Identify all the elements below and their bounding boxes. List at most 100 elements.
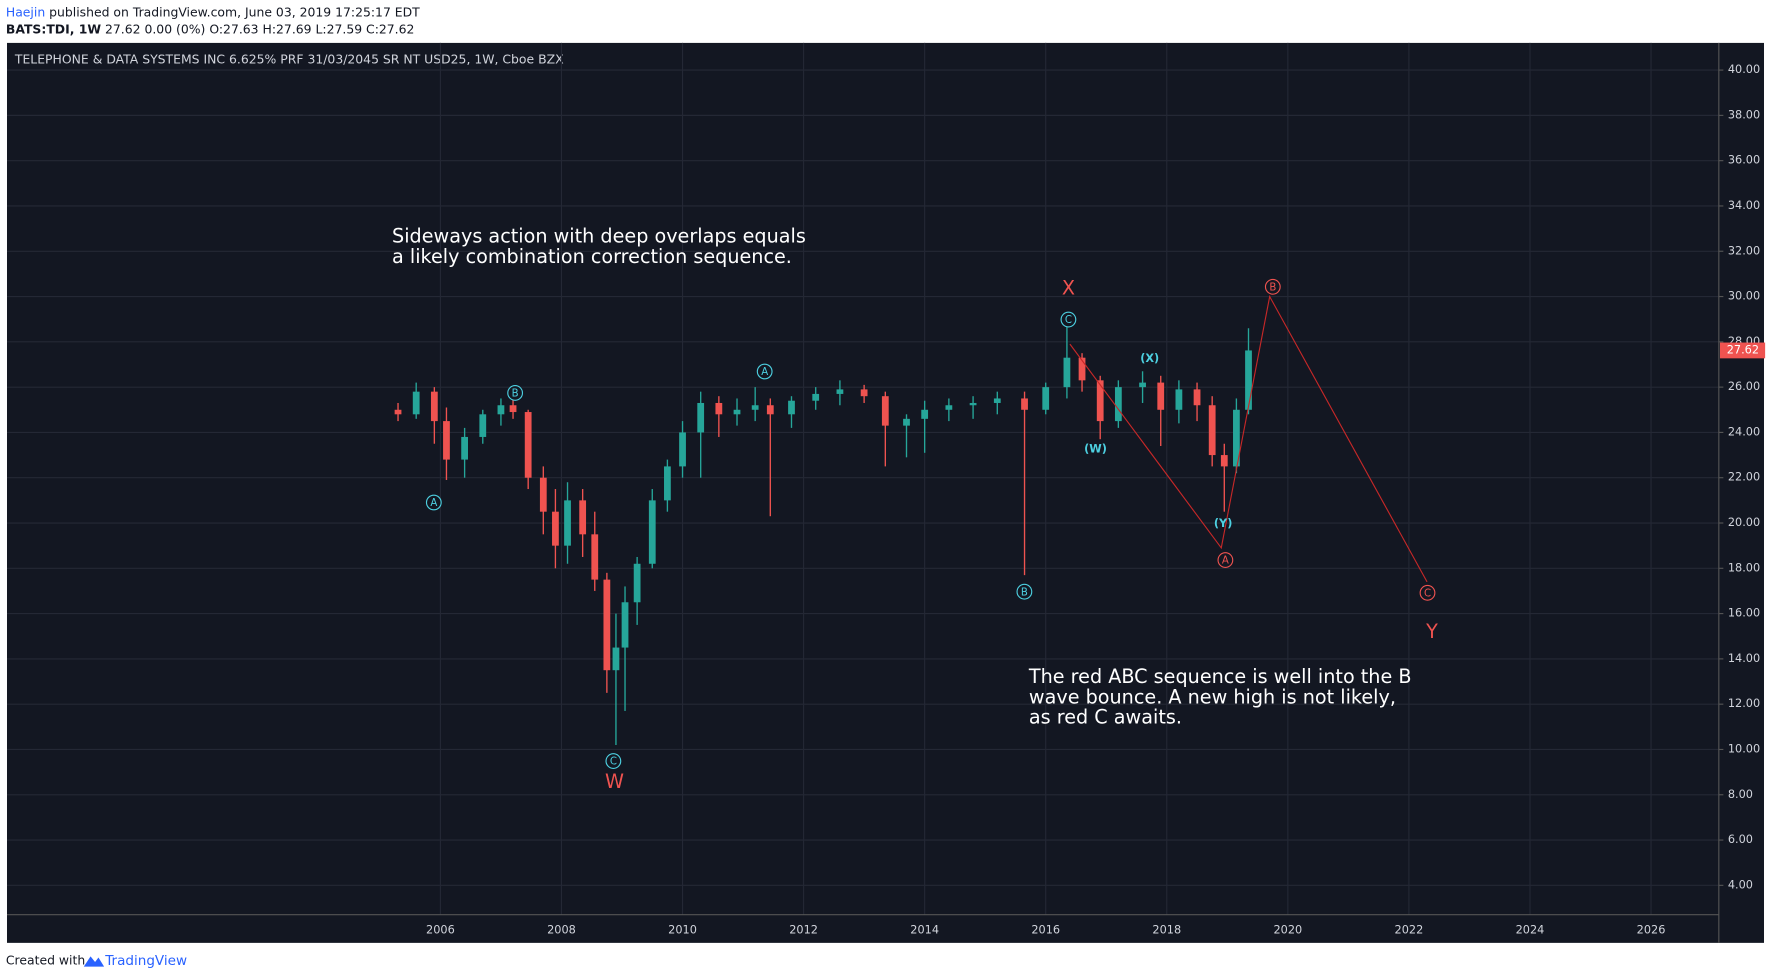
candle-body	[621, 602, 629, 648]
candle-body	[412, 391, 420, 415]
candle-body	[603, 579, 611, 671]
y-tick-label: 14.00	[1728, 652, 1760, 665]
candle-body	[430, 391, 438, 422]
y-tick-label: 6.00	[1728, 833, 1753, 846]
candle-body	[1175, 389, 1183, 410]
wave-label: Y	[1425, 620, 1438, 643]
candle-body	[633, 563, 641, 603]
x-tick-label: 2006	[426, 923, 455, 936]
candle-body	[1096, 380, 1104, 422]
y-tick-label: 8.00	[1728, 788, 1753, 801]
brand-logo	[83, 956, 105, 967]
candle-body	[969, 402, 977, 406]
candle-body	[860, 389, 868, 397]
last-price-tag	[1719, 342, 1766, 359]
y-tick-label: 34.00	[1728, 199, 1760, 212]
x-tick-label: 2020	[1273, 923, 1302, 936]
y-tick-label: 38.00	[1728, 108, 1760, 121]
wave-label: (Y)	[1214, 517, 1232, 530]
header-line: Haejin published on TradingView.com, Jun…	[6, 4, 420, 19]
y-tick-label: 16.00	[1728, 607, 1760, 620]
candle-body	[552, 511, 559, 546]
candle-body	[766, 405, 774, 415]
candle-body	[443, 421, 450, 460]
wave-circle	[605, 753, 622, 769]
candle-body	[1114, 387, 1122, 422]
candle-body	[1245, 350, 1252, 410]
candle-body	[881, 396, 889, 426]
candle-body	[1220, 455, 1228, 467]
y-tick-label: 26.00	[1728, 380, 1760, 393]
wave-label: (X)	[1140, 352, 1159, 365]
wave-label: A	[761, 367, 768, 378]
footer-brand[interactable]: TradingView	[104, 953, 187, 969]
candle-body	[524, 412, 532, 478]
candle-body	[1193, 389, 1201, 406]
candle-body	[461, 436, 469, 460]
wave-circle	[1217, 552, 1234, 568]
candle-body	[993, 398, 1001, 403]
candle-body	[945, 405, 953, 410]
chart-title: TELEPHONE & DATA SYSTEMS INC 6.625% PRF …	[14, 51, 564, 66]
note-line: The red ABC sequence is well into the B	[1028, 665, 1412, 688]
y-tick-label: 30.00	[1728, 290, 1760, 303]
candle-body	[1042, 387, 1050, 410]
y-tick-label: 12.00	[1728, 697, 1760, 710]
candle-body	[497, 405, 505, 415]
candle-body	[697, 402, 705, 433]
x-tick-label: 2024	[1516, 923, 1545, 936]
wave-circle	[1419, 584, 1436, 601]
y-tick-label: 10.00	[1728, 742, 1760, 755]
candle-body	[479, 414, 487, 437]
candle-body	[1063, 357, 1071, 388]
wave-circle	[507, 385, 524, 401]
wave-circle	[425, 494, 442, 511]
quote-line: BATS:TDI, 1W 27.62 0.00 (0%) O:27.63 H:2…	[6, 21, 415, 36]
wave-label: B	[1269, 282, 1276, 293]
note-line: a likely combination correction sequence…	[392, 245, 792, 268]
author[interactable]: Haejin	[6, 4, 45, 19]
wave-label: C	[610, 757, 617, 768]
candle-body	[1157, 382, 1165, 410]
candle-body	[733, 409, 741, 415]
candle-body	[1139, 382, 1146, 388]
wave-circle	[1060, 311, 1077, 328]
candle-body	[715, 402, 723, 415]
candle-body	[394, 409, 402, 415]
note-line: Sideways action with deep overlaps equal…	[392, 225, 806, 248]
x-tick-label: 2022	[1395, 923, 1424, 936]
candle-body	[564, 500, 571, 546]
candle-body	[664, 466, 671, 501]
wave-label: X	[1062, 277, 1075, 300]
wave-label: C	[1424, 588, 1431, 599]
candle-body	[1021, 398, 1028, 410]
y-tick-label: 32.00	[1728, 244, 1760, 257]
chart-background	[6, 42, 1765, 943]
x-tick-label: 2010	[668, 923, 697, 936]
candle-body	[751, 405, 759, 410]
note-line: as red C awaits.	[1029, 706, 1182, 729]
candle-body	[539, 477, 547, 512]
y-tick-label: 36.00	[1728, 154, 1760, 167]
candle-body	[579, 500, 587, 535]
y-tick-label: 40.00	[1728, 63, 1760, 76]
candle-body	[679, 432, 686, 467]
x-tick-label: 2014	[910, 923, 939, 936]
wave-label: A	[1222, 556, 1229, 567]
wave-label: A	[430, 498, 437, 509]
wave-label: B	[1021, 587, 1028, 598]
wave-label: B	[512, 389, 519, 400]
candle-body	[1233, 409, 1240, 467]
y-tick-label: 22.00	[1728, 471, 1760, 484]
candle-body	[903, 418, 910, 426]
quote: 27.62 0.00 (0%) O:27.63 H:27.69 L:27.59 …	[105, 21, 414, 36]
published: published on TradingView.com, June 03, 2…	[49, 4, 420, 19]
y-tick-label: 24.00	[1728, 425, 1760, 438]
candle-body	[509, 405, 517, 413]
candle-body	[788, 400, 795, 415]
x-tick-label: 2016	[1031, 923, 1060, 936]
wave-circle	[1016, 583, 1033, 600]
wave-circle	[756, 363, 773, 380]
symbol: BATS:TDI, 1W	[6, 21, 101, 36]
